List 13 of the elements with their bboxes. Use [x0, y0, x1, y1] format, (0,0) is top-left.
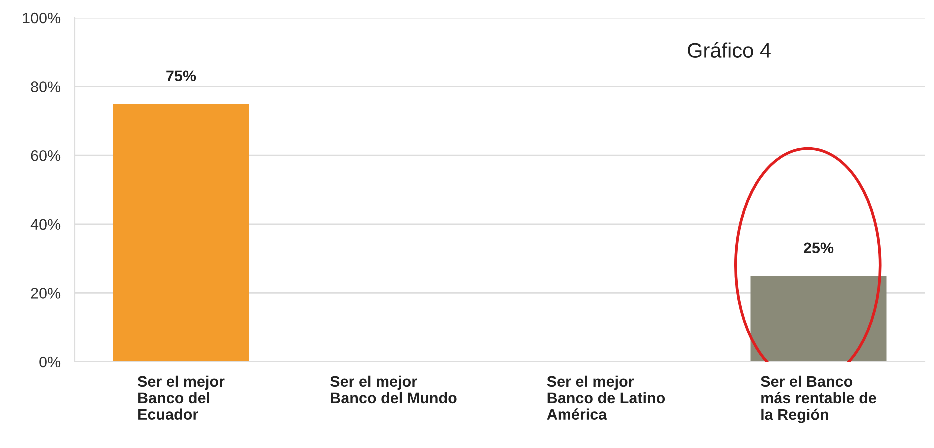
- x-tick-label: Ser el mejor Banco de Latino América: [547, 376, 666, 420]
- y-tick-label: 100%: [23, 12, 61, 24]
- y-tick-label: 80%: [31, 82, 61, 92]
- y-tick-label: 20%: [31, 288, 61, 299]
- data-label: 25%: [804, 242, 834, 254]
- x-tick-label: Ser el mejor Banco del Ecuador: [138, 376, 225, 420]
- annotation: Gráfico 4: [688, 42, 771, 58]
- y-tick-label: 40%: [30, 219, 61, 230]
- data-label: 75%: [166, 70, 196, 82]
- y-tick-label: 60%: [31, 150, 61, 162]
- x-tick-label: Ser el mejor Banco del Mundo: [330, 376, 457, 404]
- x-tick-label: Ser el Banco más rentable de la Región: [761, 376, 876, 424]
- y-tick-label: 0%: [40, 356, 61, 368]
